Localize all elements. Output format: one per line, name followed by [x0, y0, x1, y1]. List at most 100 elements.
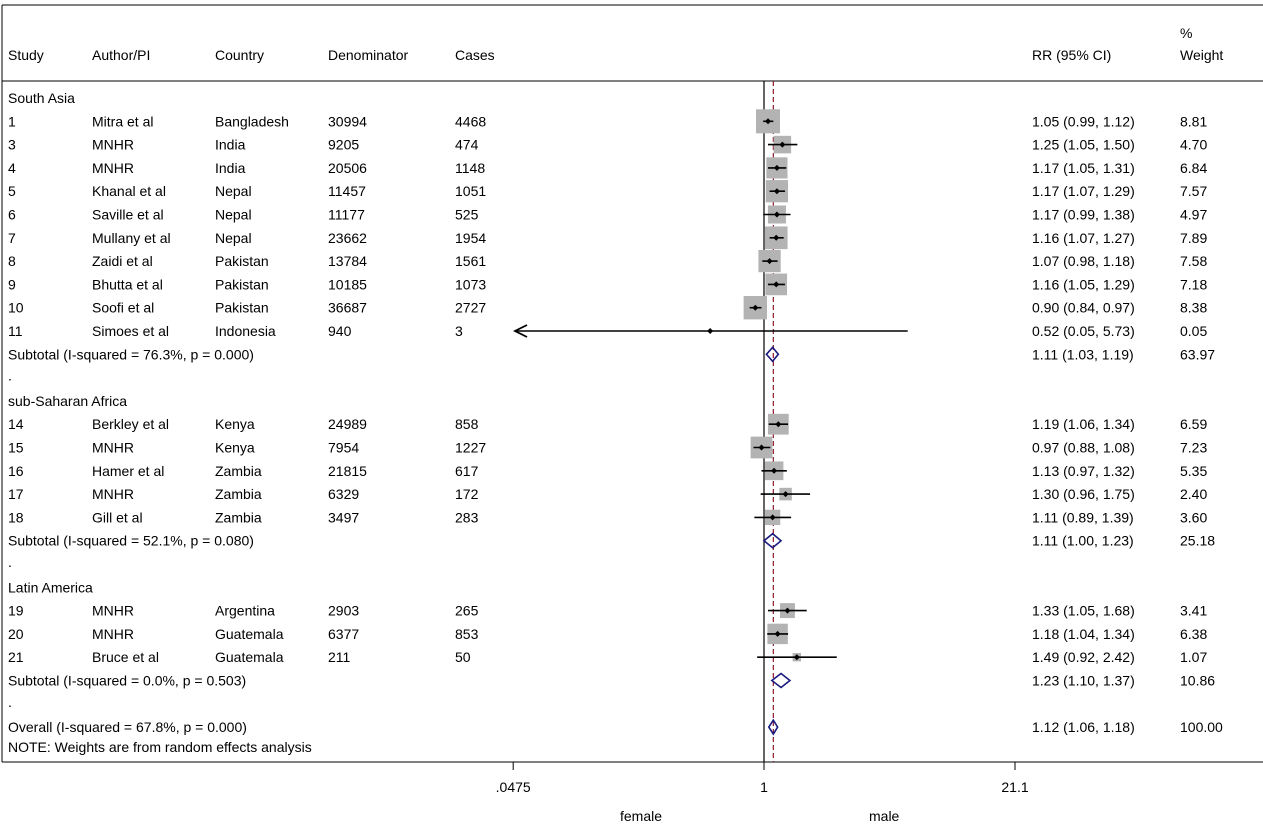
header-cases: Cases — [455, 47, 495, 63]
point-estimate — [782, 491, 789, 498]
study-author: Bruce et al — [92, 649, 159, 665]
forest-rows: South Asia 1 Mitra et al Bangladesh 30994 446… — [8, 90, 1223, 736]
study-denominator: 11177 — [328, 207, 365, 223]
group-label: South Asia — [8, 90, 75, 106]
study-id: 1 — [8, 113, 16, 129]
group-spacer-dot: . — [8, 554, 12, 570]
point-estimate — [774, 630, 781, 637]
study-denominator: 211 — [328, 649, 351, 665]
study-rr-ci: 0.90 (0.84, 0.97) — [1032, 300, 1135, 316]
study-author: Simoes et al — [92, 323, 169, 339]
study-rr-ci: 1.17 (0.99, 1.38) — [1032, 207, 1135, 223]
study-cases: 1148 — [455, 160, 485, 176]
point-estimate — [784, 607, 791, 614]
study-cases: 4468 — [455, 113, 486, 129]
point-estimate — [773, 188, 780, 195]
header-rr: RR (95% CI) — [1032, 47, 1111, 63]
study-rr-ci: 0.97 (0.88, 1.08) — [1032, 440, 1135, 456]
study-weight: 7.57 — [1180, 183, 1207, 199]
study-rr-ci: 1.25 (1.05, 1.50) — [1032, 137, 1135, 153]
study-denominator: 11457 — [328, 183, 366, 199]
study-author: Hamer et al — [92, 463, 164, 479]
point-estimate — [766, 258, 773, 265]
study-cases: 1073 — [455, 276, 486, 292]
study-author: Zaidi et al — [92, 253, 153, 269]
study-denominator: 9205 — [328, 137, 359, 153]
study-denominator: 7954 — [328, 440, 359, 456]
study-weight: 3.41 — [1180, 603, 1207, 619]
study-rr-ci: 1.13 (0.97, 1.32) — [1032, 463, 1135, 479]
study-cases: 858 — [455, 416, 479, 432]
subtotal-weight: 63.97 — [1180, 346, 1215, 362]
subtotal-diamond — [765, 346, 780, 363]
header-weight: Weight — [1180, 47, 1223, 63]
point-estimate — [769, 514, 776, 521]
subtotal-label: Subtotal (I-squared = 0.0%, p = 0.503) — [8, 673, 246, 689]
study-country: Bangladesh — [215, 113, 289, 129]
point-estimate — [773, 281, 780, 288]
study-weight: 7.18 — [1180, 276, 1207, 292]
study-rr-ci: 1.16 (1.05, 1.29) — [1032, 276, 1135, 292]
study-rr-ci: 1.16 (1.07, 1.27) — [1032, 230, 1135, 246]
study-cases: 50 — [455, 649, 471, 665]
study-denominator: 24989 — [328, 416, 367, 432]
study-id: 21 — [8, 649, 24, 665]
study-denominator: 6377 — [328, 626, 359, 642]
study-cases: 1954 — [455, 230, 486, 246]
study-author: Berkley et al — [92, 416, 169, 432]
study-country: Indonesia — [215, 323, 276, 339]
study-country: Guatemala — [215, 626, 284, 642]
subtotal-weight: 25.18 — [1180, 533, 1215, 549]
study-rr-ci: 0.52 (0.05, 5.73) — [1032, 323, 1135, 339]
study-denominator: 10185 — [328, 276, 367, 292]
study-cases: 283 — [455, 509, 479, 525]
point-estimate — [752, 304, 759, 311]
study-country: Zambia — [215, 509, 262, 525]
study-cases: 265 — [455, 603, 479, 619]
study-author: MNHR — [92, 440, 134, 456]
study-country: Nepal — [215, 183, 252, 199]
study-id: 3 — [8, 137, 16, 153]
group-label: sub-Saharan Africa — [8, 393, 127, 409]
subtotal-diamond — [770, 672, 792, 689]
study-author: Mitra et al — [92, 113, 153, 129]
study-country: Zambia — [215, 486, 262, 502]
study-weight: 8.81 — [1180, 113, 1207, 129]
study-cases: 525 — [455, 207, 479, 223]
study-id: 17 — [8, 486, 24, 502]
study-weight: 1.07 — [1180, 649, 1207, 665]
study-id: 6 — [8, 207, 16, 223]
study-denominator: 23662 — [328, 230, 367, 246]
study-author: Khanal et al — [92, 183, 166, 199]
point-estimate — [773, 211, 780, 218]
header-country: Country — [215, 47, 264, 63]
subtotal-rr-ci: 1.23 (1.10, 1.37) — [1032, 673, 1135, 689]
study-id: 5 — [8, 183, 16, 199]
study-denominator: 2903 — [328, 603, 359, 619]
point-estimate — [793, 654, 800, 661]
x-tick-label: 21.1 — [1001, 779, 1028, 795]
group-label: Latin America — [8, 579, 93, 595]
study-weight: 5.35 — [1180, 463, 1207, 479]
group-spacer-dot: . — [8, 694, 12, 710]
study-id: 11 — [8, 323, 23, 339]
subtotal-rr-ci: 1.11 (1.03, 1.19) — [1032, 346, 1134, 362]
study-rr-ci: 1.18 (1.04, 1.34) — [1032, 626, 1135, 642]
study-rr-ci: 1.33 (1.05, 1.68) — [1032, 603, 1135, 619]
study-weight: 6.38 — [1180, 626, 1207, 642]
x-tick-label: .0475 — [496, 779, 531, 795]
study-country: India — [215, 160, 246, 176]
study-cases: 853 — [455, 626, 479, 642]
point-estimate — [765, 118, 772, 125]
point-estimate — [779, 141, 786, 148]
study-id: 18 — [8, 509, 24, 525]
study-country: Guatemala — [215, 649, 284, 665]
study-cases: 474 — [455, 137, 479, 153]
header-study: Study — [8, 47, 44, 63]
study-id: 20 — [8, 626, 24, 642]
study-denominator: 940 — [328, 323, 352, 339]
study-author: Saville et al — [92, 207, 164, 223]
study-country: Pakistan — [215, 253, 269, 269]
study-rr-ci: 1.07 (0.98, 1.18) — [1032, 253, 1135, 269]
